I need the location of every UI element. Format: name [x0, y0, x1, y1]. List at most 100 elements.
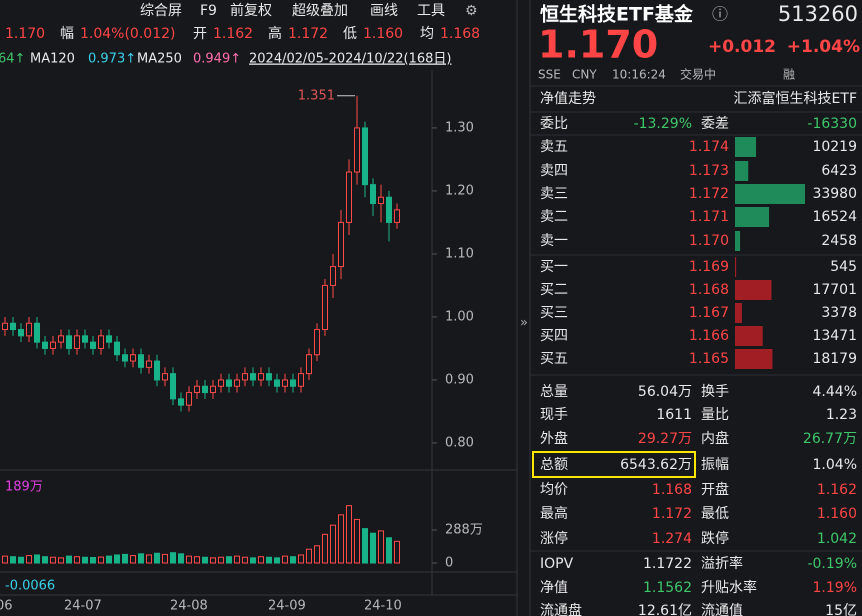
volume-bar	[50, 556, 56, 564]
volume-bar	[186, 555, 192, 564]
candle-body	[226, 379, 232, 387]
x-date-label: 24-09	[268, 599, 306, 614]
plot	[2, 95, 400, 564]
volume-bar	[170, 552, 176, 564]
y-tick-label: 1.30	[445, 120, 474, 135]
volume-bar	[386, 537, 392, 564]
book-price: 1.170	[689, 233, 729, 249]
toolbar-item[interactable]: 综合屏	[140, 3, 182, 19]
book-volume: 33980	[812, 186, 857, 202]
book-volume: 6423	[821, 163, 857, 179]
ma-field: 64↑	[0, 52, 25, 67]
candle-body	[330, 266, 336, 286]
stat-value: 1.1562	[643, 580, 692, 596]
stat-value: 1.04%	[813, 457, 857, 473]
stat-value: 1611	[656, 407, 692, 423]
stat-value: 1.160	[817, 506, 857, 522]
stat-label: 总量	[540, 384, 568, 400]
stat-label: 量比	[701, 407, 729, 423]
toolbar-item[interactable]: 前复权	[230, 2, 272, 19]
candle-body	[106, 335, 112, 343]
quote-field: 1.172	[288, 26, 328, 42]
ma-field: 0.949↑	[193, 52, 241, 67]
x-date-label: 24-10	[364, 599, 402, 614]
toolbar-item[interactable]: 超级叠加	[292, 3, 348, 19]
stat-value: 1.168	[652, 482, 692, 498]
stat-label: 均价	[540, 482, 568, 498]
volume-bar	[234, 555, 240, 564]
volume-bar	[194, 556, 200, 564]
candle-body	[138, 354, 144, 368]
volume-bar	[274, 557, 280, 564]
book-label: 买一	[540, 259, 568, 275]
stat-label: 振幅	[701, 457, 729, 473]
volume-bar	[162, 553, 168, 564]
toolbar-item[interactable]: 工具	[417, 3, 445, 19]
stat-label: 开盘	[701, 481, 729, 498]
book-price: 1.167	[689, 305, 729, 321]
volume-bar	[114, 554, 120, 564]
settings-icon[interactable]: ⚙	[465, 3, 478, 19]
volume-label: 189万	[5, 480, 43, 495]
x-date-label: 24-08	[170, 599, 208, 614]
y-tick-label: 1.20	[445, 183, 474, 198]
depth-bar	[735, 137, 757, 157]
meta: CNY	[572, 68, 597, 82]
volume-bar	[138, 553, 144, 564]
volume-bar	[330, 524, 336, 564]
stat-value: 1.162	[817, 482, 857, 498]
candle-body	[186, 392, 192, 406]
book-price: 1.174	[689, 139, 729, 155]
candle-body	[386, 196, 392, 223]
candle-body	[90, 341, 96, 349]
nav-trend[interactable]: 净值走势	[540, 91, 596, 107]
candle-body	[314, 329, 320, 356]
volume-bar	[354, 518, 360, 564]
ma-field[interactable]: 2024/02/05-2024/10/22(168日)	[249, 52, 452, 67]
toolbar-item[interactable]: F9	[200, 3, 217, 19]
book-price: 1.169	[689, 259, 729, 275]
candle-body	[250, 373, 256, 381]
candle-body	[18, 329, 24, 337]
volume-bar	[250, 557, 256, 564]
quote-field: 低	[343, 26, 357, 42]
candle-body	[34, 322, 40, 343]
candle-body	[394, 209, 400, 223]
book-label: 买五	[540, 351, 568, 367]
quote-field: 1.170	[5, 26, 45, 42]
quote-field: 1.162	[213, 26, 253, 42]
candle-body	[50, 341, 56, 349]
candle-body	[154, 360, 160, 381]
expand-toggle[interactable]: »	[520, 316, 528, 331]
stat-label: IOPV	[540, 556, 574, 572]
candle-body	[338, 221, 344, 268]
book-label: 卖一	[540, 233, 568, 249]
stat-label: 溢折率	[701, 555, 743, 572]
volume-bar	[82, 556, 88, 564]
volume-bar	[226, 556, 232, 564]
volume-bar	[34, 554, 40, 564]
info-icon[interactable]: ⓘ	[712, 5, 728, 24]
candle-body	[354, 127, 360, 173]
volume-bar	[2, 555, 8, 564]
depth-bar	[735, 257, 737, 277]
fund-name: 恒生科技ETF基金	[540, 3, 694, 26]
volume-bar	[298, 554, 304, 564]
depth-bar	[735, 326, 763, 346]
stat-value: 1.1722	[643, 556, 692, 572]
volume-bar	[98, 556, 104, 564]
stat-label: 流通盘	[540, 602, 582, 616]
book-price: 1.165	[689, 351, 729, 367]
volume-bar	[178, 553, 184, 564]
stat-value: 1.172	[652, 506, 692, 522]
meta: 融	[783, 68, 795, 82]
toolbar-item[interactable]: 画线	[370, 3, 398, 19]
y-tick-label: 0.80	[445, 435, 474, 450]
highlight-box	[532, 451, 696, 478]
candle-body	[234, 379, 240, 387]
volume-bar	[26, 555, 32, 564]
book-label: 买三	[540, 305, 568, 321]
quote-field: 1.04%(0.012)	[80, 26, 175, 42]
